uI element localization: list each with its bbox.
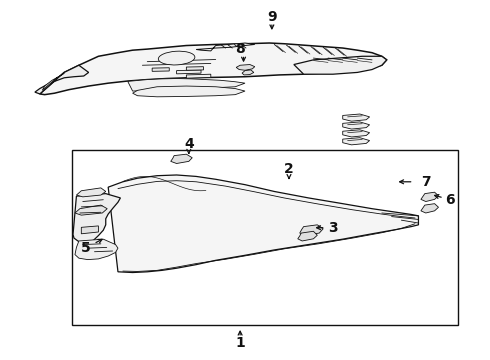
Polygon shape: [298, 231, 318, 241]
Text: 1: 1: [235, 336, 245, 350]
Polygon shape: [343, 122, 369, 129]
Polygon shape: [294, 56, 387, 74]
Polygon shape: [133, 86, 245, 97]
Polygon shape: [186, 74, 211, 78]
Polygon shape: [421, 204, 439, 213]
Polygon shape: [343, 138, 369, 145]
Polygon shape: [75, 205, 107, 215]
Polygon shape: [152, 68, 169, 71]
Bar: [72, 149, 458, 325]
Polygon shape: [73, 194, 121, 243]
Polygon shape: [108, 175, 418, 273]
Text: 6: 6: [445, 193, 455, 207]
Text: 8: 8: [235, 42, 245, 56]
Polygon shape: [300, 225, 323, 235]
Polygon shape: [242, 70, 254, 75]
Polygon shape: [128, 78, 245, 91]
Polygon shape: [186, 67, 203, 70]
Ellipse shape: [158, 51, 195, 65]
Polygon shape: [40, 43, 387, 95]
Polygon shape: [76, 188, 106, 197]
Text: 3: 3: [328, 221, 338, 235]
Polygon shape: [343, 130, 369, 137]
Polygon shape: [171, 154, 192, 163]
Polygon shape: [81, 226, 98, 234]
Polygon shape: [75, 239, 118, 260]
Text: 4: 4: [184, 137, 194, 151]
Polygon shape: [343, 114, 369, 121]
Polygon shape: [42, 73, 64, 90]
Polygon shape: [421, 192, 439, 202]
Polygon shape: [236, 64, 255, 70]
Text: 9: 9: [267, 10, 277, 24]
Text: 2: 2: [284, 162, 294, 176]
Text: 7: 7: [421, 175, 431, 189]
Text: 5: 5: [81, 241, 91, 255]
Polygon shape: [196, 43, 255, 51]
Polygon shape: [176, 70, 201, 74]
Polygon shape: [35, 65, 89, 94]
